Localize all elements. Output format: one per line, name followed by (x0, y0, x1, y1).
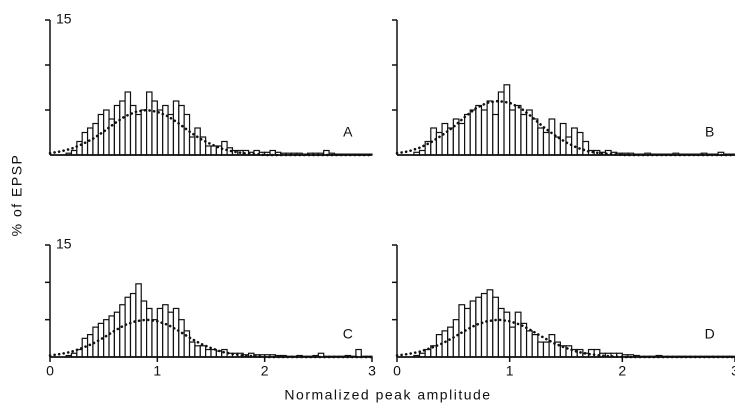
panel-label: D (705, 326, 715, 342)
bar (537, 341, 545, 358)
bar (103, 319, 110, 358)
bar (458, 122, 466, 156)
bar (503, 311, 511, 358)
bar (167, 113, 175, 156)
panel-label: B (705, 124, 714, 140)
bar (178, 319, 185, 358)
bar (509, 326, 516, 358)
bar (113, 311, 121, 358)
bar (548, 334, 556, 358)
bar (205, 348, 212, 358)
x-tick-label: 1 (153, 363, 161, 379)
bar (531, 118, 539, 156)
bar (447, 127, 454, 156)
bar (188, 341, 196, 358)
bar (205, 145, 212, 156)
bar (542, 131, 550, 156)
bar (424, 348, 432, 358)
bar (492, 113, 499, 156)
bar (542, 341, 550, 358)
bar (509, 109, 516, 156)
bar (178, 104, 185, 156)
bar (486, 289, 494, 358)
bar (162, 304, 169, 358)
bar (172, 307, 180, 358)
bar (497, 307, 505, 358)
bar (514, 311, 522, 358)
bar (113, 104, 121, 156)
bar (447, 326, 454, 358)
bar (464, 307, 471, 358)
bar (162, 104, 169, 156)
bar (441, 330, 449, 358)
bar (514, 104, 522, 156)
panel-label: A (343, 124, 353, 140)
bar (199, 345, 207, 358)
bar (167, 311, 175, 358)
y-axis-label: % of EPSP (9, 154, 25, 237)
bar (194, 345, 201, 358)
fit-curve (48, 108, 374, 157)
bar (151, 100, 158, 156)
bar (441, 122, 449, 156)
bar (458, 304, 466, 358)
bar (183, 113, 191, 156)
bar (464, 113, 471, 156)
bar (188, 136, 196, 156)
bar (119, 100, 126, 156)
bar (475, 104, 483, 156)
bar (571, 127, 578, 156)
bar (576, 131, 584, 156)
bar (480, 109, 488, 156)
bar (124, 91, 132, 156)
bar (156, 307, 164, 358)
bar (520, 113, 528, 156)
bar (492, 296, 499, 358)
bar (129, 292, 137, 358)
bar (108, 315, 115, 358)
x-tick-label: 1 (506, 363, 514, 379)
bar (140, 109, 148, 156)
bar (469, 109, 477, 156)
bar (469, 300, 477, 358)
bar (548, 118, 556, 156)
bar (194, 127, 201, 156)
x-tick-label: 3 (368, 363, 376, 379)
y-tick-label: 15 (56, 11, 72, 27)
bar (554, 136, 561, 156)
bar (486, 100, 494, 156)
fit-curve (48, 318, 374, 359)
bar (537, 127, 545, 156)
bar (480, 292, 488, 358)
bar (525, 330, 533, 358)
bar (172, 100, 180, 156)
bar (525, 109, 533, 156)
bar (146, 91, 153, 156)
bar (531, 334, 539, 358)
bar (210, 145, 217, 156)
bar (146, 307, 153, 358)
bar (156, 109, 164, 156)
x-tick-label: 2 (261, 363, 269, 379)
bar (135, 113, 142, 156)
x-tick-label: 2 (618, 363, 626, 379)
bar (475, 296, 483, 358)
bar (124, 296, 132, 358)
bar (140, 300, 148, 358)
fit-curve (395, 318, 735, 359)
bar (503, 84, 511, 156)
bar (582, 140, 590, 156)
bar (103, 109, 110, 156)
bar (452, 118, 460, 156)
x-tick-label: 0 (393, 363, 401, 379)
x-tick-label: 0 (46, 363, 54, 379)
panel-label: C (343, 326, 353, 342)
bar (119, 304, 126, 358)
bar (210, 348, 217, 358)
y-tick-label: 15 (56, 236, 72, 252)
bar (151, 319, 158, 358)
x-axis-label: Normalized peak amplitude (284, 387, 491, 403)
x-tick-label: 3 (731, 363, 735, 379)
